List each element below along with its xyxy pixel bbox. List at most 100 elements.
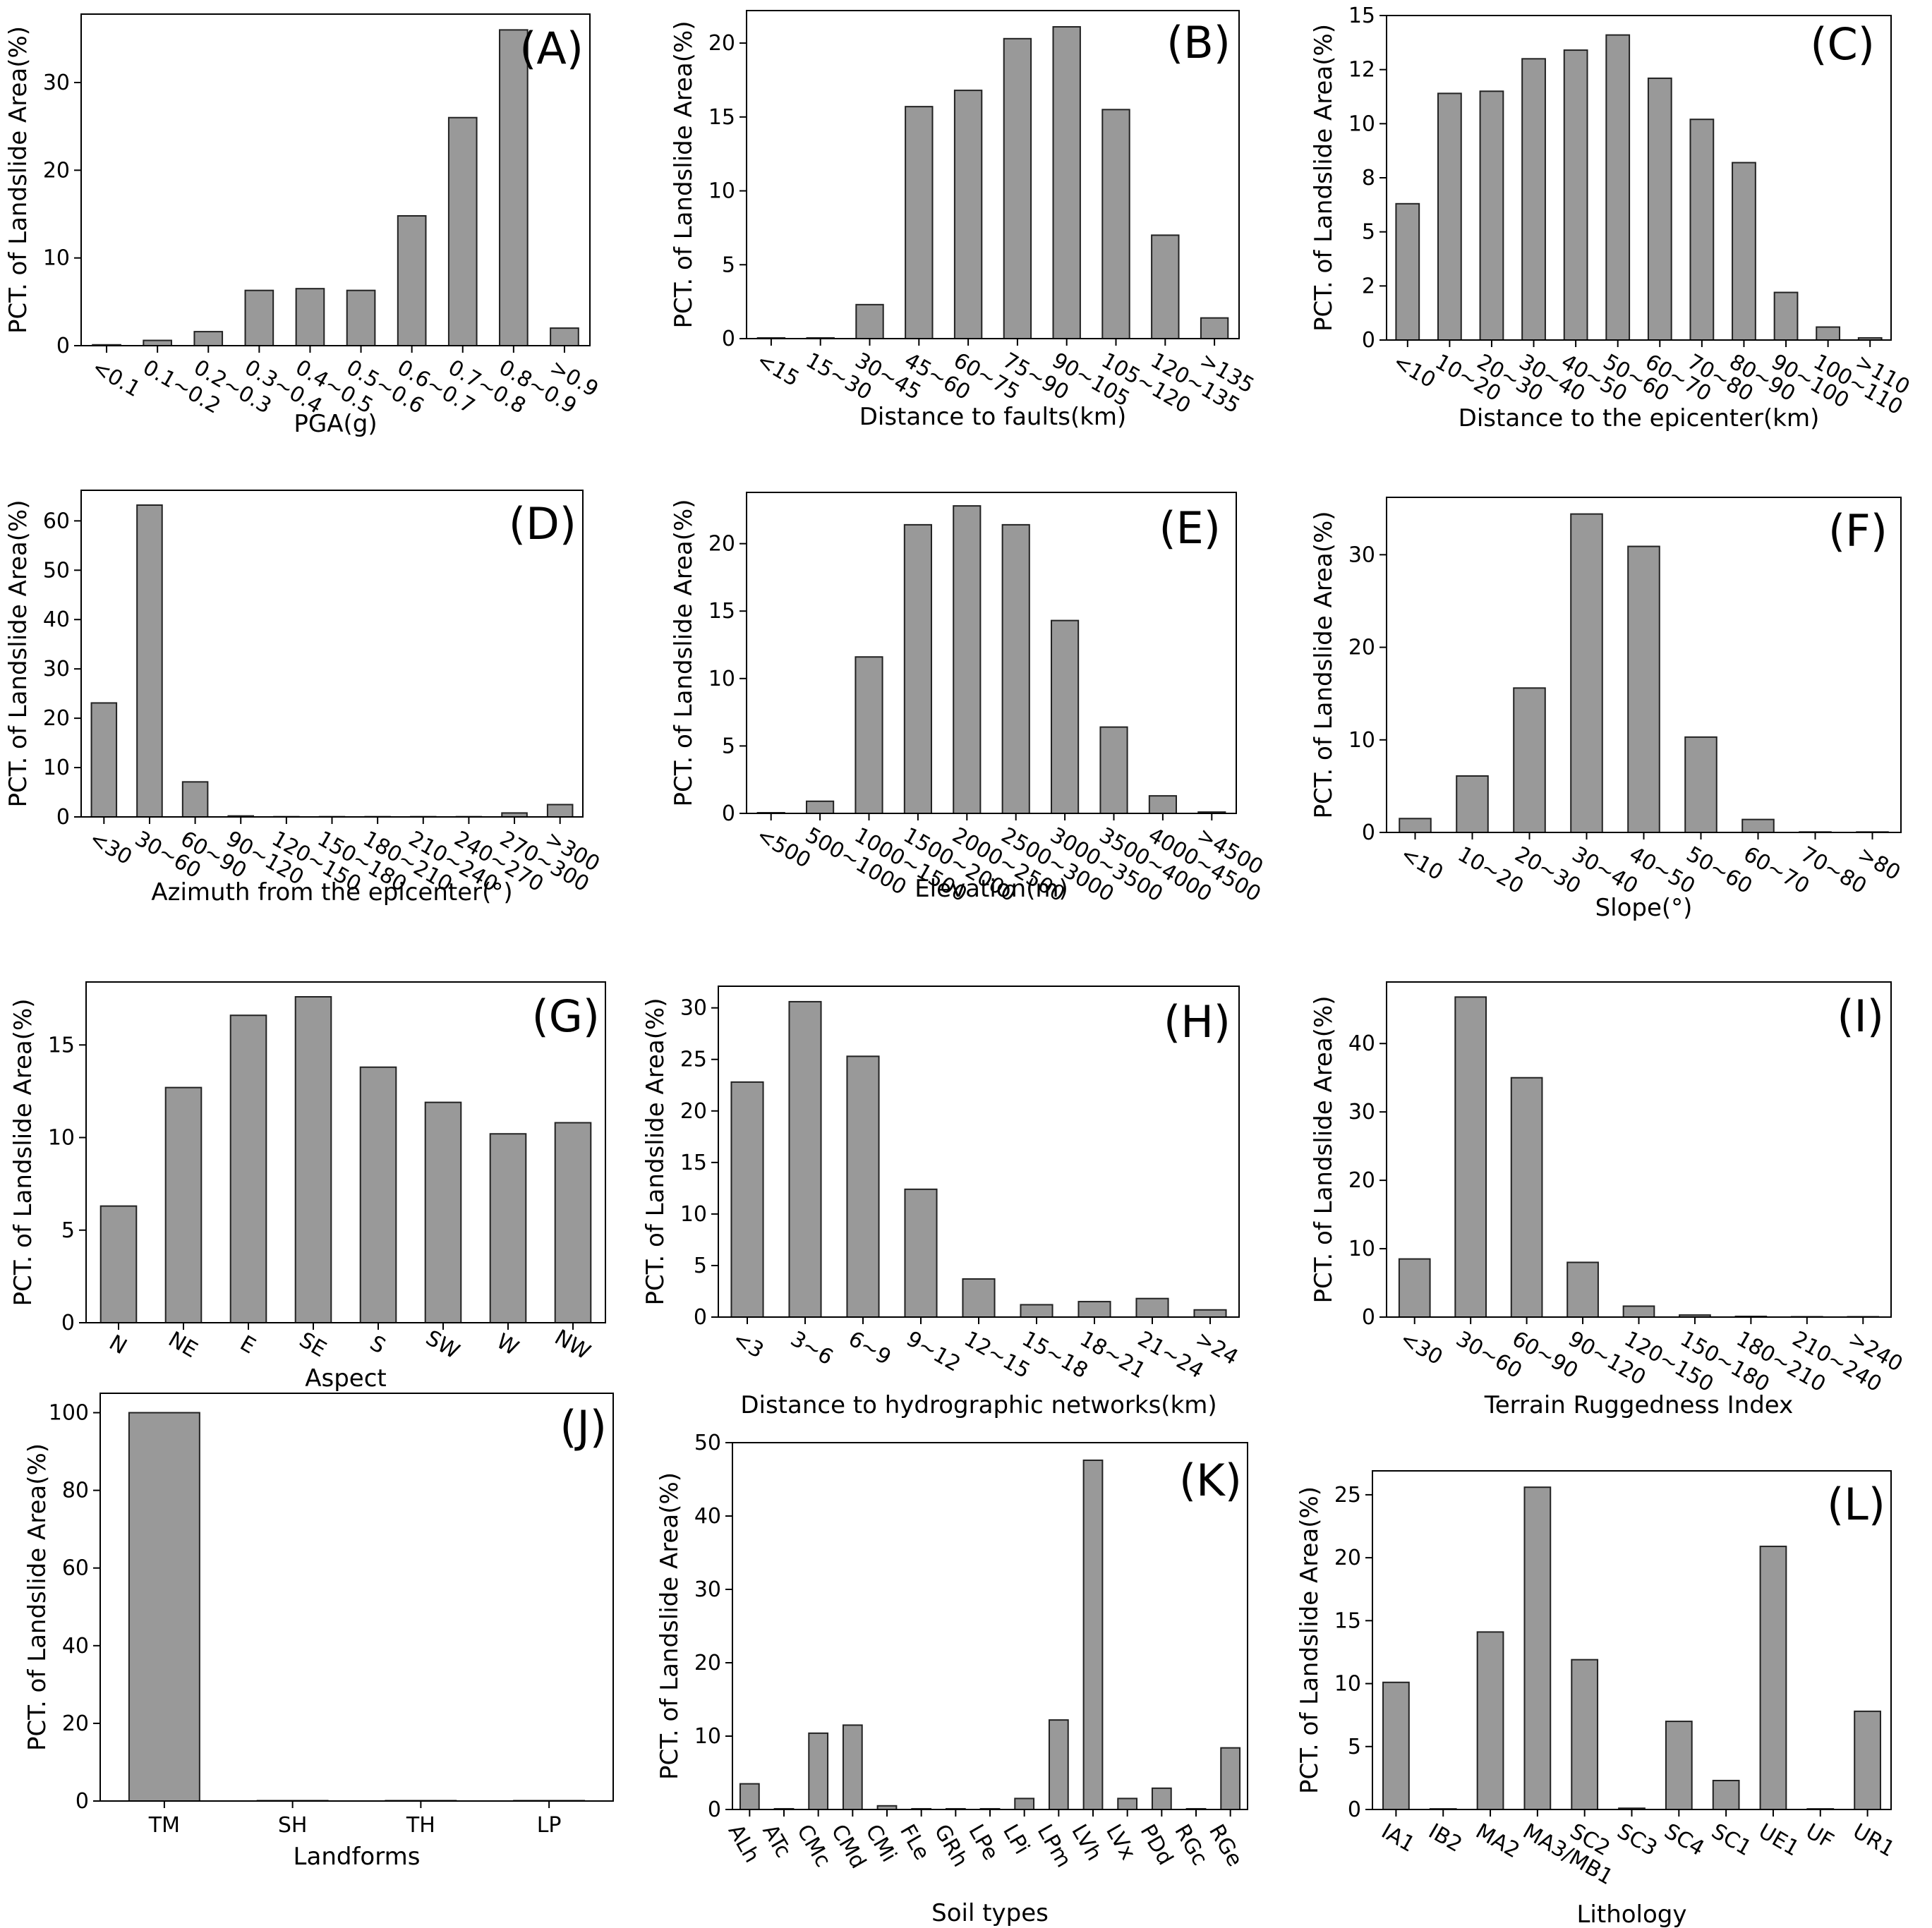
x-tick-label: SE [295, 1328, 330, 1362]
x-tick-label: PDd [1135, 1820, 1178, 1869]
y-axis-label: PCT. of Landslide Area(%) [670, 499, 698, 806]
panel-7: 0 5 10 15 N NE E SE S SW W NW Aspect PCT. of Landslid… [9, 981, 606, 1393]
y-tick-label: 5 [61, 1218, 75, 1243]
x-tick-label: 12~15 [960, 1326, 1034, 1383]
y-tick-label: 10 [1348, 728, 1375, 753]
bar-6-4 [1570, 513, 1603, 833]
x-tick-label: UR1 [1849, 1819, 1899, 1862]
bar-8-5 [962, 1278, 996, 1318]
bar-3-1 [1395, 202, 1420, 341]
y-axis-label: PCT. of Landslide Area(%) [1310, 995, 1338, 1303]
y-axis-label: PCT. of Landslide Area(%) [1296, 1486, 1324, 1794]
bar-5-8 [1099, 726, 1128, 815]
bar-3-11 [1816, 326, 1841, 341]
x-axis-label: Distance to faults(km) [859, 403, 1127, 431]
plot-frame [80, 13, 591, 346]
y-tick-label: 0 [722, 327, 735, 351]
x-axis-label: Aspect [305, 1364, 387, 1393]
x-axis-label: Distance to the epicenter(km) [1459, 404, 1820, 432]
y-tick-label: 10 [48, 1126, 75, 1151]
x-tick-label: E [236, 1331, 260, 1359]
y-tick-label: 5 [722, 253, 735, 277]
x-tick-label: <500 [752, 823, 815, 873]
y-tick-label: 8 [1362, 166, 1375, 190]
x-tick-label: 18~21 [1075, 1326, 1149, 1383]
y-tick-label: 15 [708, 105, 735, 130]
panel-4: 0102030405060<3030~6060~9090~120120~1501… [4, 490, 604, 907]
panel-label: (I) [1837, 990, 1884, 1042]
bar-12-8 [1712, 1779, 1740, 1810]
x-tick-label: 9~12 [902, 1326, 965, 1377]
bar-1-10 [550, 327, 579, 347]
bar-7-5 [359, 1066, 397, 1323]
y-tick-label: 80 [62, 1479, 89, 1503]
x-tick-label: S [366, 1331, 390, 1359]
bar-1-9 [499, 29, 529, 346]
bar-7-8 [554, 1122, 592, 1323]
bar-8-1 [730, 1081, 764, 1318]
y-tick-label: 30 [43, 71, 70, 95]
x-tick-label: IA1 [1377, 1819, 1419, 1857]
bar-7-2 [164, 1086, 203, 1324]
bar-3-5 [1563, 49, 1588, 341]
x-tick-label: 20~30 [1511, 842, 1585, 899]
bar-3-10 [1773, 291, 1799, 341]
bar-6-2 [1456, 775, 1489, 833]
bar-6-1 [1399, 818, 1432, 833]
x-axis-label: Landforms [294, 1843, 421, 1871]
x-tick-label: SC1 [1707, 1819, 1756, 1861]
bar-3-4 [1521, 58, 1546, 341]
x-tick-label: SH [278, 1813, 308, 1838]
y-tick-label: 40 [1348, 1031, 1375, 1056]
y-tick-label: 5 [1362, 220, 1375, 245]
bar-2-3 [855, 303, 884, 340]
panel-11: 01020304050ALhATcCMcCMdCMiFLeGRhLPeLPiLP… [656, 1431, 1248, 1927]
y-tick-label: 15 [48, 1033, 75, 1057]
panel-label: (L) [1827, 1479, 1885, 1530]
bar-11-12 [1117, 1797, 1138, 1810]
bar-5-7 [1051, 619, 1080, 814]
bar-2-8 [1101, 109, 1130, 339]
panel-3: 0258101215<1010~2020~3030~4040~5050~6060… [1310, 4, 1914, 432]
panel-10: 0 20 40 60 80 100 TM SH TH LP Landforms PCT. of Lan… [23, 1393, 614, 1871]
bar-2-9 [1151, 234, 1180, 339]
panel-label: (E) [1159, 502, 1221, 554]
y-axis-label: PCT. of Landslide Area(%) [4, 499, 32, 807]
x-tick-label: SW [421, 1326, 464, 1364]
x-tick-label: LVx [1101, 1820, 1140, 1864]
x-tick-label: SC4 [1660, 1819, 1709, 1861]
bar-6-6 [1684, 736, 1717, 833]
x-tick-label: 6~9 [844, 1326, 895, 1370]
bar-12-11 [1854, 1710, 1881, 1811]
plot-frame [746, 492, 1237, 814]
x-tick-label: 70~80 [1797, 842, 1871, 899]
x-axis-label: Distance to hydrographic networks(km) [740, 1391, 1216, 1419]
y-tick-label: 0 [76, 1789, 89, 1814]
y-tick-label: 5 [694, 1254, 707, 1278]
bar-8-6 [1020, 1304, 1053, 1318]
y-tick-label: 10 [43, 246, 70, 271]
x-tick-label: <15 [752, 348, 803, 392]
x-tick-label: N [105, 1330, 131, 1360]
x-tick-label: W [493, 1329, 523, 1361]
x-axis-label: Soil types [931, 1899, 1049, 1927]
x-tick-label: 21~24 [1133, 1326, 1207, 1383]
bar-1-2 [143, 339, 172, 347]
panel-1: 0102030<0.10.1~0.20.2~0.30.3~0.40.4~0.50… [4, 13, 603, 438]
y-tick-label: 0 [61, 1311, 75, 1335]
bar-2-6 [1003, 37, 1032, 340]
y-tick-label: 0 [708, 1797, 721, 1822]
bar-9-2 [1454, 996, 1487, 1318]
y-tick-label: 15 [708, 599, 735, 624]
x-axis-label: Azimuth from the epicenter(°) [151, 878, 512, 907]
y-tick-label: 50 [694, 1431, 721, 1455]
x-tick-label: LP [537, 1813, 562, 1838]
panel-5: 05101520<500500~10001000~15001500~200020… [670, 492, 1267, 907]
bar-5-5 [953, 505, 982, 814]
x-tick-label: 40~50 [1625, 842, 1699, 899]
bar-7-3 [229, 1014, 267, 1323]
x-tick-label: NE [164, 1327, 201, 1363]
bar-12-4 [1523, 1486, 1552, 1810]
panel-label: (H) [1164, 996, 1231, 1048]
